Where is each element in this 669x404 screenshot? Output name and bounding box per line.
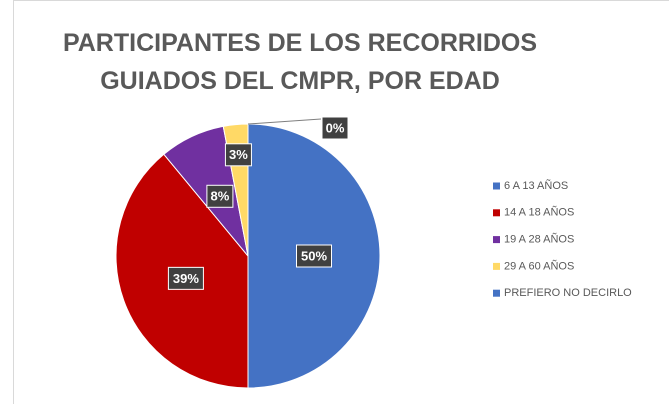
legend-label: 6 A 13 AÑOS xyxy=(504,179,568,192)
legend-swatch xyxy=(493,236,500,244)
data-label: 3% xyxy=(229,147,248,162)
legend-label: 29 A 60 AÑOS xyxy=(504,259,574,272)
legend-swatch xyxy=(493,209,500,217)
data-label: 8% xyxy=(211,189,230,204)
data-label-box xyxy=(296,244,332,268)
legend-swatch xyxy=(493,289,500,297)
data-label-box xyxy=(224,143,252,167)
legend-label: PREFIERO NO DECIRLO xyxy=(504,287,632,299)
chart-title: PARTICIPANTES DE LOS RECORRIDOS GUIADOS … xyxy=(62,29,538,95)
legend-label: 19 A 28 AÑOS xyxy=(504,233,574,246)
legend-swatch xyxy=(493,182,500,190)
chart-border xyxy=(13,0,669,404)
data-label: 0% xyxy=(326,120,345,135)
data-label-box xyxy=(167,266,204,290)
leader-line xyxy=(247,118,322,125)
data-label-box xyxy=(321,116,349,140)
data-label-box xyxy=(206,184,234,208)
data-label: 50% xyxy=(301,248,327,263)
legend-swatch xyxy=(493,262,500,270)
legend-label: 14 A 18 AÑOS xyxy=(504,206,574,219)
data-label: 39% xyxy=(173,271,199,286)
